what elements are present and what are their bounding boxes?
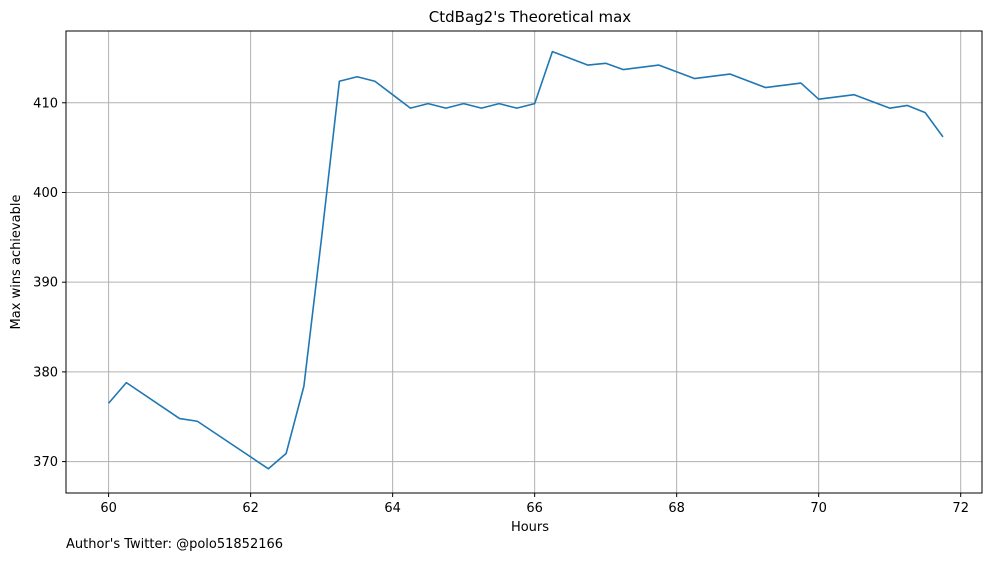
data-point (889, 107, 891, 109)
data-point (339, 80, 341, 82)
series-line (107, 50, 944, 470)
data-point (445, 107, 447, 109)
y-tick-label: 400 (33, 186, 58, 201)
author-twitter-note: Author's Twitter: @polo51852166 (66, 537, 284, 552)
line-chart: CtdBag2's Theoretical max 60 62 64 66 68 70 72… (9, 8, 983, 535)
data-point (179, 418, 181, 420)
data-point (765, 87, 767, 89)
data-point (552, 51, 554, 53)
y-tick-label: 380 (33, 365, 58, 380)
data-point (623, 69, 625, 71)
data-point (694, 78, 696, 80)
series-layer (107, 50, 944, 470)
grid-lines (66, 31, 982, 493)
y-tick-label: 410 (33, 96, 58, 111)
data-point (427, 103, 429, 105)
data-point (481, 107, 483, 109)
x-tick-label: 66 (526, 501, 543, 516)
x-tick-label: 60 (100, 501, 117, 516)
data-point (800, 82, 802, 84)
data-point (392, 94, 394, 96)
data-point (498, 103, 500, 105)
x-tick-label: 68 (668, 501, 685, 516)
data-point (410, 107, 412, 109)
data-point (285, 453, 287, 455)
data-point (942, 136, 944, 138)
data-point (853, 94, 855, 96)
data-point (303, 385, 305, 387)
data-point (197, 420, 199, 422)
x-axis: 60 62 64 66 68 70 72 (100, 493, 969, 516)
data-point (907, 105, 909, 107)
data-point (321, 237, 323, 239)
chart-title: CtdBag2's Theoretical max (429, 8, 631, 26)
x-axis-label: Hours (511, 520, 549, 535)
data-point (463, 103, 465, 105)
data-point (516, 107, 518, 109)
data-point (126, 382, 128, 384)
data-point (108, 402, 110, 404)
x-tick-label: 64 (384, 501, 401, 516)
data-point (605, 63, 607, 65)
data-point (268, 468, 270, 470)
y-tick-label: 390 (33, 276, 58, 291)
y-axis: 370 380 390 400 410 (33, 96, 66, 470)
x-tick-label: 62 (242, 501, 259, 516)
data-point (356, 76, 358, 78)
data-point (587, 64, 589, 66)
data-point (729, 73, 731, 75)
y-tick-label: 370 (33, 455, 58, 470)
data-point (374, 80, 376, 82)
data-point (924, 112, 926, 114)
data-point (818, 98, 820, 100)
data-point (658, 64, 660, 66)
data-point (534, 103, 536, 105)
plot-frame (65, 30, 983, 494)
y-axis-label: Max wins achievable (9, 195, 24, 330)
x-tick-label: 72 (952, 501, 969, 516)
x-tick-label: 70 (810, 501, 827, 516)
